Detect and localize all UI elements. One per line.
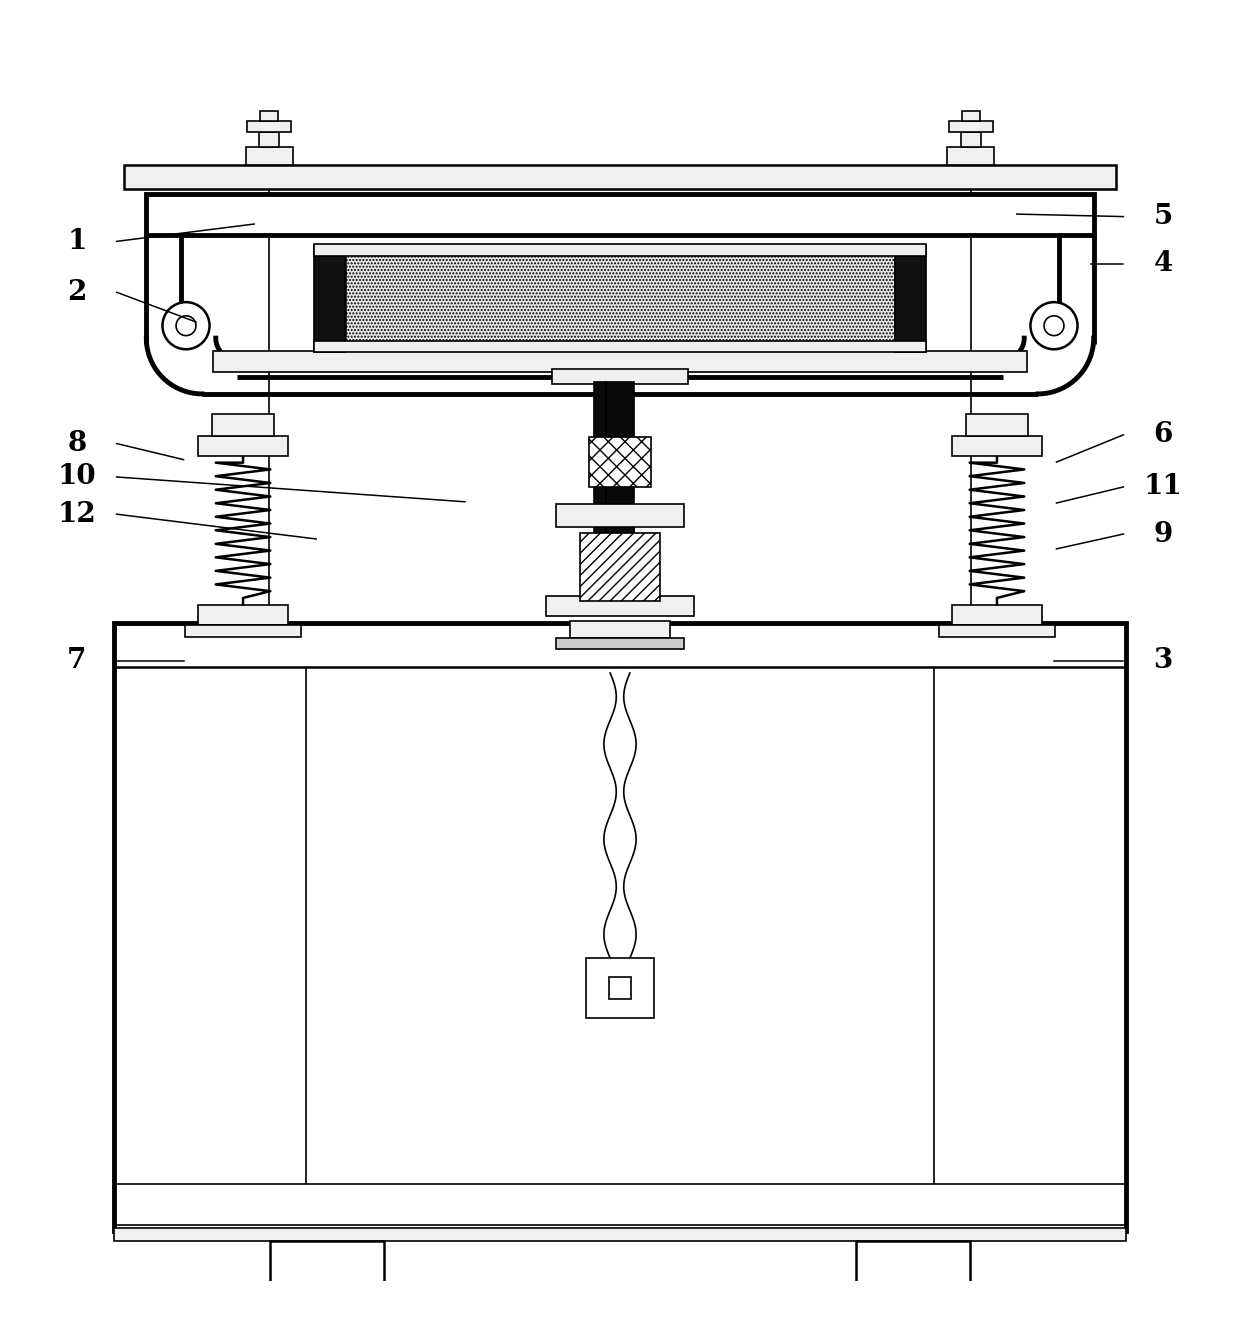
Bar (570, 621, 670, 638)
Bar (606, 382, 634, 550)
Bar (314, 341, 926, 351)
Circle shape (162, 303, 210, 349)
Bar (552, 369, 688, 384)
Circle shape (1044, 316, 1064, 336)
Bar (732, 333, 806, 350)
Bar (314, 244, 926, 256)
Text: 8: 8 (67, 431, 87, 457)
Bar (247, 122, 291, 132)
Bar (585, 958, 655, 1017)
Text: 6: 6 (1153, 421, 1173, 448)
Text: 5: 5 (1153, 203, 1173, 230)
Bar (580, 532, 660, 601)
Bar (962, 111, 980, 122)
Text: 12: 12 (57, 501, 97, 527)
Bar (259, 132, 279, 147)
Bar (594, 382, 606, 550)
Bar (185, 625, 301, 637)
Bar (546, 596, 694, 616)
Text: 4: 4 (1153, 250, 1173, 277)
Text: 2: 2 (67, 279, 87, 305)
Bar (345, 254, 895, 345)
Bar (213, 350, 1027, 371)
Bar (198, 436, 288, 456)
Bar (939, 625, 1055, 637)
Bar (952, 605, 1042, 625)
Text: 1: 1 (67, 229, 87, 255)
Bar (856, 1240, 970, 1291)
Bar (589, 437, 651, 487)
Bar (212, 413, 274, 436)
Bar (114, 624, 1126, 1231)
Circle shape (176, 316, 196, 336)
Bar (952, 436, 1042, 456)
Bar (314, 246, 345, 351)
Text: 7: 7 (67, 647, 87, 674)
Bar (270, 1240, 384, 1291)
Bar (947, 147, 994, 165)
Text: 11: 11 (1143, 473, 1183, 501)
Bar (609, 976, 631, 999)
Text: 10: 10 (57, 464, 97, 490)
Bar (198, 605, 288, 625)
Bar (146, 194, 1094, 235)
Bar (114, 1229, 1126, 1240)
Bar (583, 333, 657, 350)
Bar (895, 246, 926, 351)
Bar (260, 111, 278, 122)
Circle shape (1030, 303, 1078, 349)
Bar (434, 333, 508, 350)
Bar (246, 147, 293, 165)
Bar (556, 638, 684, 650)
Bar (124, 165, 1116, 189)
Bar (961, 132, 981, 147)
Bar (556, 505, 684, 527)
Text: 3: 3 (1153, 647, 1173, 674)
Text: 9: 9 (1153, 520, 1173, 547)
Bar (606, 518, 634, 605)
Bar (966, 413, 1028, 436)
Bar (949, 122, 993, 132)
